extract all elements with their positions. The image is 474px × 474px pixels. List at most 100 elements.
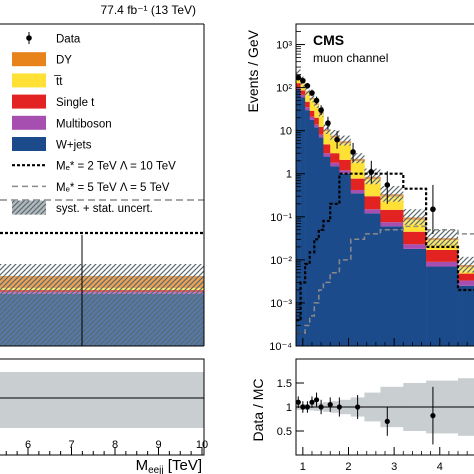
bar-wjets-bin-8 [339,173,352,346]
left-x-tick-label: 9 [155,439,161,451]
x-axis-ticks: 1 2 3 4 [300,338,468,473]
y-tick-label: 10⁻⁴ [269,341,292,353]
data-point-0 [296,74,302,81]
legend-label: Data [56,34,81,46]
bar-tt-bin-8 [339,143,352,160]
signal-1-curve [296,172,474,322]
uncert-band-bin-6 [323,123,331,134]
left-uncert-band [0,264,204,346]
left-x-tick-label: 10 [196,439,208,451]
bar-multiboson-bin-12 [403,244,427,249]
uncert-band-bin-9 [350,153,365,164]
y-axis-label: Events / GeV [245,29,261,112]
ratio-point-10 [430,413,436,419]
main-plot-frame [295,23,474,347]
y-tick-label: 10² [276,83,292,95]
bar-tt-bin-7 [330,137,340,154]
legend-label: Mₑ* = 2 TeV Λ = 10 TeV [56,161,176,173]
bar-wjets-bin-0 [296,89,301,346]
signal-2-curve [296,225,474,334]
bar-wjets-bin-6 [323,156,331,346]
bar-wjets-bin-10 [364,213,381,346]
bar-singlet-bin-5 [318,126,324,135]
bar-wjets-bin-4 [314,127,320,346]
data-point-11 [430,206,436,213]
legend-swatch-DY [12,52,46,67]
ratio-y-tick-label: 1.5 [277,378,292,390]
bar-multiboson-bin-1 [300,94,306,98]
bar-multiboson-bin-2 [305,107,310,111]
bar-wjets-bin-13 [426,266,459,346]
data-point-4 [313,97,320,104]
lumi-label: 77.4 fb⁻¹ (13 TeV) [101,3,197,17]
bar-tt-bin-4 [314,104,320,118]
left-ratio-band [0,372,204,428]
bar-tt-bin-2 [305,92,310,102]
uncert-band-bin-7 [330,129,340,140]
bar-wjets-bin-2 [305,110,310,346]
uncert-band-bin-10 [364,168,381,185]
bar-singlet-bin-7 [330,153,340,163]
ratio-y-axis-label: Data / MC [250,378,266,441]
ratio-point-7 [336,404,342,410]
bar-singlet-bin-14 [458,273,474,281]
bar-singlet-bin-4 [314,117,320,125]
bar-multiboson-bin-0 [296,87,301,90]
left-x-tick-label: 8 [112,439,118,451]
ratio-y-tick-label: 1 [286,402,292,414]
ratio-y-ticks: 1.5 1 0.5 [277,378,304,438]
data-point-10 [384,182,391,188]
bar-singlet-bin-6 [323,144,331,154]
y-tick-label: 10⁻³ [270,298,292,310]
bar-wjets-bin-11 [380,226,404,346]
data-point-8 [350,149,356,155]
bar-wjets-bin-3 [309,119,315,346]
y-tick-label: 1 [286,169,292,181]
legend: Data DY t̅t Single t Multiboson W+jets Mₑ* = 2… [12,32,176,215]
left-panel: 77.4 fb⁻¹ (13 TeV) Data DY t̅t Single t Mult… [0,3,208,474]
legend-label: DY [56,55,72,67]
bar-multiboson-bin-13 [426,261,459,267]
bar-singlet-bin-9 [350,178,365,190]
bar-singlet-bin-13 [426,249,459,262]
legend-label: W+jets [56,140,92,152]
bar-wjets-bin-14 [458,285,474,346]
bar-multiboson-bin-4 [314,124,320,128]
legend-swatch-wjets [12,137,46,151]
legend-swatch-ttbar [12,73,46,88]
bar-multiboson-bin-8 [339,170,352,174]
bar-multiboson-bin-9 [350,189,365,194]
bar-multiboson-bin-7 [330,162,340,167]
cms-label: CMS [313,32,344,48]
bar-wjets-bin-5 [318,137,324,346]
signal-curves [296,172,474,334]
bar-multiboson-bin-3 [309,116,315,120]
uncert-band-bin-14 [458,256,474,273]
data-point-3 [309,90,315,96]
ratio-point-6 [327,402,333,408]
bar-multiboson-bin-14 [458,280,474,286]
uncert-band-bin-12 [403,209,427,225]
bar-multiboson-bin-5 [318,134,324,138]
bar-singlet-bin-3 [309,110,315,117]
legend-label: Mₑ* = 5 TeV Λ = 5 TeV [56,182,170,194]
legend-label: Single t [56,97,95,109]
ratio-point-0 [296,399,301,405]
uncert-band-bin-11 [380,185,404,202]
bar-tt-bin-6 [323,131,331,145]
y-tick-label: 10³ [276,40,292,52]
uncert-band-bin-13 [426,229,459,246]
data-point-6 [325,120,331,126]
y-tick-label: 10⁻¹ [270,212,292,224]
bar-wjets-bin-1 [300,97,306,346]
bar-singlet-bin-12 [403,231,427,245]
ratio-point-3 [309,399,315,405]
ratio-y-tick-label: 0.5 [277,426,292,438]
left-x-tick-label: 7 [68,439,74,451]
bar-multiboson-bin-6 [323,153,331,157]
legend-uncert-swatch [12,200,46,215]
legend-label: Multiboson [56,118,112,130]
uncert-band-bin-3 [309,92,315,103]
bar-tt-bin-5 [318,114,324,127]
